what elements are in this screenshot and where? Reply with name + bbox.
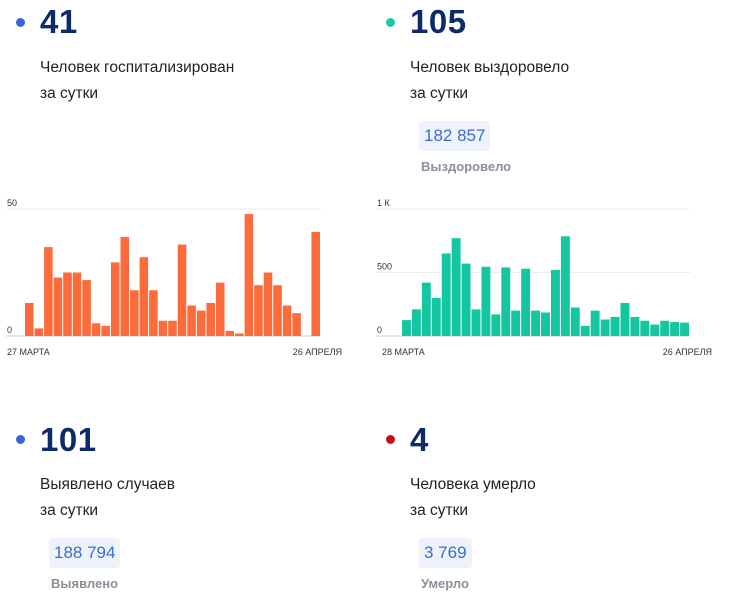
recovered-dot [386, 18, 395, 27]
hospitalized-bar[interactable] [177, 244, 187, 336]
recovered-bar[interactable] [610, 316, 620, 336]
hospitalized-bar[interactable] [206, 302, 215, 336]
hospitalized-bar[interactable] [273, 285, 282, 336]
hospitalized-dot [16, 18, 25, 27]
recovered-x-end-label: 26 АПРЕЛЯ [663, 347, 712, 357]
hospitalized-bar[interactable] [44, 247, 53, 336]
recovered-bar[interactable] [402, 320, 411, 336]
hospitalized-bar[interactable] [101, 325, 110, 336]
hospitalized-bar[interactable] [25, 302, 34, 336]
recovered-bar[interactable] [441, 253, 451, 336]
hospitalized-bar[interactable] [72, 272, 82, 337]
deaths-total: 3 769 [419, 538, 472, 568]
recovered-bar[interactable] [660, 320, 670, 336]
recovered-description: Человек выздоровело за сутки [410, 59, 570, 102]
recovered-bar[interactable] [471, 309, 481, 336]
hospitalized-description: Человек госпитализирован за сутки [40, 59, 235, 102]
cases-total: 188 794 [49, 538, 121, 568]
recovered-bar[interactable] [630, 316, 640, 336]
recovered-bar[interactable] [640, 320, 650, 336]
hospitalized-bar[interactable] [215, 282, 225, 336]
hospitalized-y-tick-label: 0 [7, 325, 12, 335]
recovered-bar[interactable] [600, 319, 610, 336]
recovered-bar[interactable] [670, 322, 680, 336]
recovered-chart: 0 500 1 К 28 МАРТА 26 АПРЕЛЯ [376, 198, 712, 357]
hospitalized-bar[interactable] [235, 333, 244, 336]
recovered-total-label: Выздоровело [421, 159, 512, 174]
hospitalized-bar[interactable] [149, 290, 158, 336]
recovered-bar[interactable] [560, 236, 570, 336]
hospitalized-bar[interactable] [34, 328, 44, 336]
cases-dot [16, 435, 25, 444]
recovered-bar[interactable] [431, 297, 441, 336]
cases-value: 101 [40, 421, 97, 458]
hospitalized-bar[interactable] [53, 277, 63, 336]
hospitalized-value: 41 [40, 3, 78, 40]
hospitalized-bar[interactable] [263, 272, 273, 337]
recovered-bar[interactable] [620, 302, 630, 336]
hospitalized-bar[interactable] [91, 323, 101, 336]
hospitalized-bar[interactable] [196, 310, 206, 336]
hospitalized-bar[interactable] [168, 320, 177, 336]
hospitalized-bar[interactable] [292, 313, 301, 336]
recovered-bar[interactable] [521, 268, 531, 336]
cases-total-label: Выявлено [51, 576, 119, 591]
deaths-value: 4 [410, 421, 429, 458]
hospitalized-bar[interactable] [82, 280, 91, 336]
hospitalized-bar[interactable] [139, 257, 149, 336]
cases-description: Выявлено случаев за сутки [40, 476, 175, 519]
hospitalized-bar[interactable] [120, 236, 130, 336]
recovered-bar[interactable] [491, 314, 501, 336]
recovered-bar[interactable] [461, 263, 471, 336]
deaths-dot [386, 435, 395, 444]
hospitalized-bar[interactable] [187, 305, 196, 336]
recovered-bar[interactable] [550, 269, 560, 336]
recovered-bar[interactable] [650, 324, 660, 336]
hospitalized-bar[interactable] [130, 290, 139, 336]
hospitalized-chart: 0 50 27 МАРТА 26 АПРЕЛЯ [6, 198, 342, 357]
hospitalized-bar[interactable] [282, 305, 292, 336]
recovered-bar[interactable] [590, 310, 600, 336]
hospitalized-bar[interactable] [158, 320, 168, 336]
recovered-bar[interactable] [570, 307, 580, 336]
recovered-y-tick-label: 0 [377, 325, 382, 335]
recovered-value: 105 [410, 3, 467, 40]
hospitalized-bar[interactable] [110, 262, 120, 336]
deaths-total-label: Умерло [421, 576, 469, 591]
hospitalized-bar[interactable] [254, 285, 263, 336]
recovered-x-start-label: 28 МАРТА [382, 347, 425, 357]
recovered-bar[interactable] [481, 266, 491, 336]
recovered-bar[interactable] [421, 282, 431, 336]
recovered-bar[interactable] [411, 309, 421, 336]
recovered-bar[interactable] [580, 325, 590, 336]
hospitalized-x-start-label: 27 МАРТА [7, 347, 50, 357]
recovered-y-tick-label: 1 К [377, 198, 391, 208]
recovered-bar[interactable] [451, 238, 461, 336]
recovered-y-tick-label: 500 [377, 262, 392, 272]
recovered-bar[interactable] [531, 310, 541, 336]
hospitalized-y-tick-label: 50 [7, 198, 17, 208]
recovered-bar[interactable] [501, 267, 511, 336]
hospitalized-bar[interactable] [225, 330, 235, 336]
recovered-bar[interactable] [680, 322, 689, 336]
recovered-bar[interactable] [541, 312, 550, 336]
hospitalized-x-end-label: 26 АПРЕЛЯ [293, 347, 342, 357]
recovered-bar[interactable] [511, 310, 521, 336]
hospitalized-bar[interactable] [244, 214, 254, 336]
deaths-description: Человека умерло за сутки [410, 476, 536, 519]
recovered-total: 182 857 [419, 121, 491, 151]
hospitalized-bar[interactable] [311, 231, 320, 336]
hospitalized-bar[interactable] [63, 272, 72, 337]
